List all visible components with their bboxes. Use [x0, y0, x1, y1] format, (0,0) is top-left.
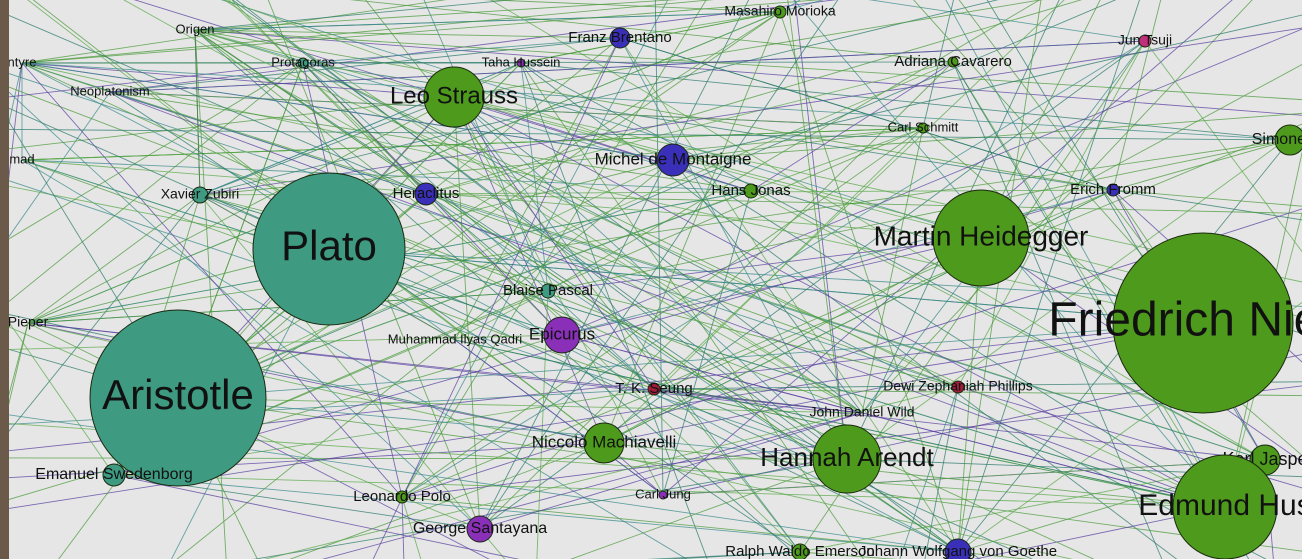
node-label: Masahiro Morioka	[724, 3, 835, 19]
node-label: Martin Heidegger	[874, 220, 1089, 251]
node-label: Carl Schmitt	[888, 119, 959, 134]
node-label: Dewi Zephaniah Phillips	[883, 378, 1032, 394]
node-label: T. K. Seung	[615, 380, 693, 397]
node-label: Protagoras	[271, 54, 335, 69]
node-label: Carl Jung	[635, 486, 691, 501]
node-label: Franz Brentano	[568, 29, 671, 46]
node-label: Muhammad Ilyas Qadri	[388, 331, 522, 346]
node-label: Ralph Waldo Emerson	[725, 543, 875, 559]
node-label: George Santayana	[413, 520, 547, 537]
node-label: Niccolò Machiavelli	[532, 432, 677, 451]
node-label: Neoplatonism	[70, 83, 150, 98]
node-label: Heraclitus	[393, 185, 460, 202]
node-label: Erich Fromm	[1070, 181, 1156, 198]
node-label: Friedrich Nietz	[1048, 294, 1314, 347]
left-edge	[0, 0, 9, 559]
node-label: Michel de Montaigne	[595, 149, 752, 168]
node-label: Johann Wolfgang von Goethe	[859, 543, 1057, 559]
node-label: Aristotle	[102, 371, 254, 418]
node-label: ntyre	[8, 54, 37, 69]
node-label: Jun Tsuji	[1118, 32, 1172, 48]
node-label: mad	[9, 151, 34, 166]
node-label: Hannah Arendt	[760, 442, 934, 472]
node-label: Plato	[281, 222, 377, 269]
node-label: Leo Strauss	[390, 82, 518, 109]
node-label: Adriana Cavarero	[894, 53, 1012, 70]
node-label: Emanuel Swedenborg	[35, 466, 192, 483]
node-label: John Daniel Wild	[809, 404, 914, 420]
node-label: Pieper	[8, 314, 49, 330]
network-graph: Origen Protagoras Taha Hussein Franz Brenta…	[0, 0, 1314, 559]
node-label: Taha Hussein	[482, 54, 561, 69]
node-label: Leonardo Polo	[353, 488, 451, 505]
node-label: Epicurus	[529, 324, 595, 343]
node-label: Edmund Hus	[1138, 489, 1311, 522]
node-label: Xavier Zubiri	[161, 186, 240, 202]
node-label: Blaise Pascal	[503, 282, 593, 299]
right-edge	[1302, 0, 1314, 559]
node-label: Hans Jonas	[711, 182, 790, 199]
node-label: Origen	[175, 21, 214, 36]
